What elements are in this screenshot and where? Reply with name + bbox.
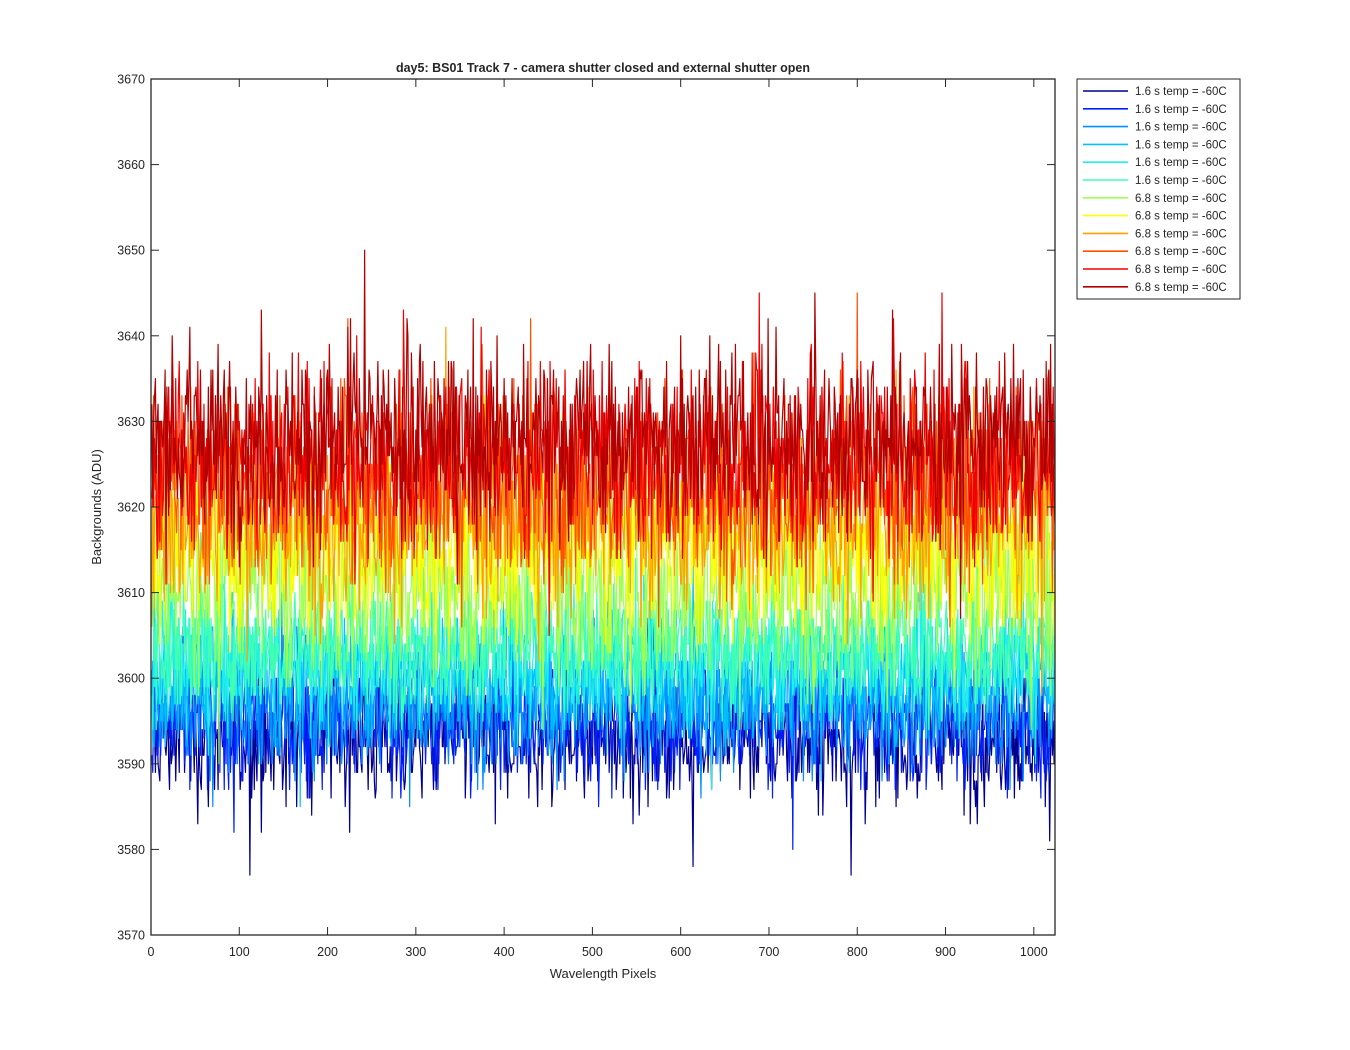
y-axis: 3570 3580 3590 3600 3610 3620 3630 3640 3650 3660… [117, 73, 1055, 943]
y-tick-label: 3620 [117, 501, 145, 515]
x-tick-label: 700 [759, 945, 780, 959]
legend-label: 1.6 s temp = -60C [1135, 104, 1227, 116]
x-tick-label: 200 [317, 945, 338, 959]
x-tick-label: 100 [229, 945, 250, 959]
y-tick-label: 3640 [117, 329, 145, 343]
legend-label: 6.8 s temp = -60C [1135, 193, 1227, 205]
legend-label: 1.6 s temp = -60C [1135, 122, 1227, 134]
x-tick-label: 300 [405, 945, 426, 959]
x-tick-label: 600 [670, 945, 691, 959]
legend-label: 6.8 s temp = -60C [1135, 211, 1227, 223]
y-tick-label: 3660 [117, 158, 145, 172]
legend-label: 6.8 s temp = -60C [1135, 246, 1227, 258]
legend-label: 6.8 s temp = -60C [1135, 228, 1227, 240]
series-line-12 [151, 249, 1055, 619]
legend: 1.6 s temp = -60C 1.6 s temp = -60C 1.6 s … [1076, 78, 1241, 300]
x-tick-label: 500 [582, 945, 603, 959]
legend-label: 1.6 s temp = -60C [1135, 139, 1227, 151]
series-layer [151, 249, 1055, 876]
x-tick-label: 0 [148, 945, 155, 959]
y-tick-label: 3610 [117, 586, 145, 600]
legend-label: 6.8 s temp = -60C [1135, 282, 1227, 294]
y-tick-label: 3580 [117, 843, 145, 857]
y-tick-label: 3570 [117, 929, 145, 943]
y-tick-label: 3590 [117, 757, 145, 771]
y-tick-label: 3600 [117, 672, 145, 686]
y-tick-label: 3630 [117, 415, 145, 429]
x-tick-label: 900 [935, 945, 956, 959]
legend-label: 6.8 s temp = -60C [1135, 264, 1227, 276]
legend-box [1076, 78, 1241, 300]
x-tick-label: 1000 [1020, 945, 1048, 959]
x-tick-label: 400 [494, 945, 515, 959]
y-tick-label: 3670 [117, 73, 145, 87]
y-axis-label: Backgrounds (ADU) [89, 449, 104, 565]
legend-label: 1.6 s temp = -60C [1135, 175, 1227, 187]
legend-label: 1.6 s temp = -60C [1135, 86, 1227, 98]
legend-label: 1.6 s temp = -60C [1135, 157, 1227, 169]
chart-title: day5: BS01 Track 7 - camera shutter clos… [396, 61, 810, 75]
y-tick-label: 3650 [117, 244, 145, 258]
x-axis-label: Wavelength Pixels [550, 966, 657, 981]
x-tick-label: 800 [847, 945, 868, 959]
x-axis: 0 100 200 300 400 500 600 700 800 900 1000 [148, 79, 1048, 959]
